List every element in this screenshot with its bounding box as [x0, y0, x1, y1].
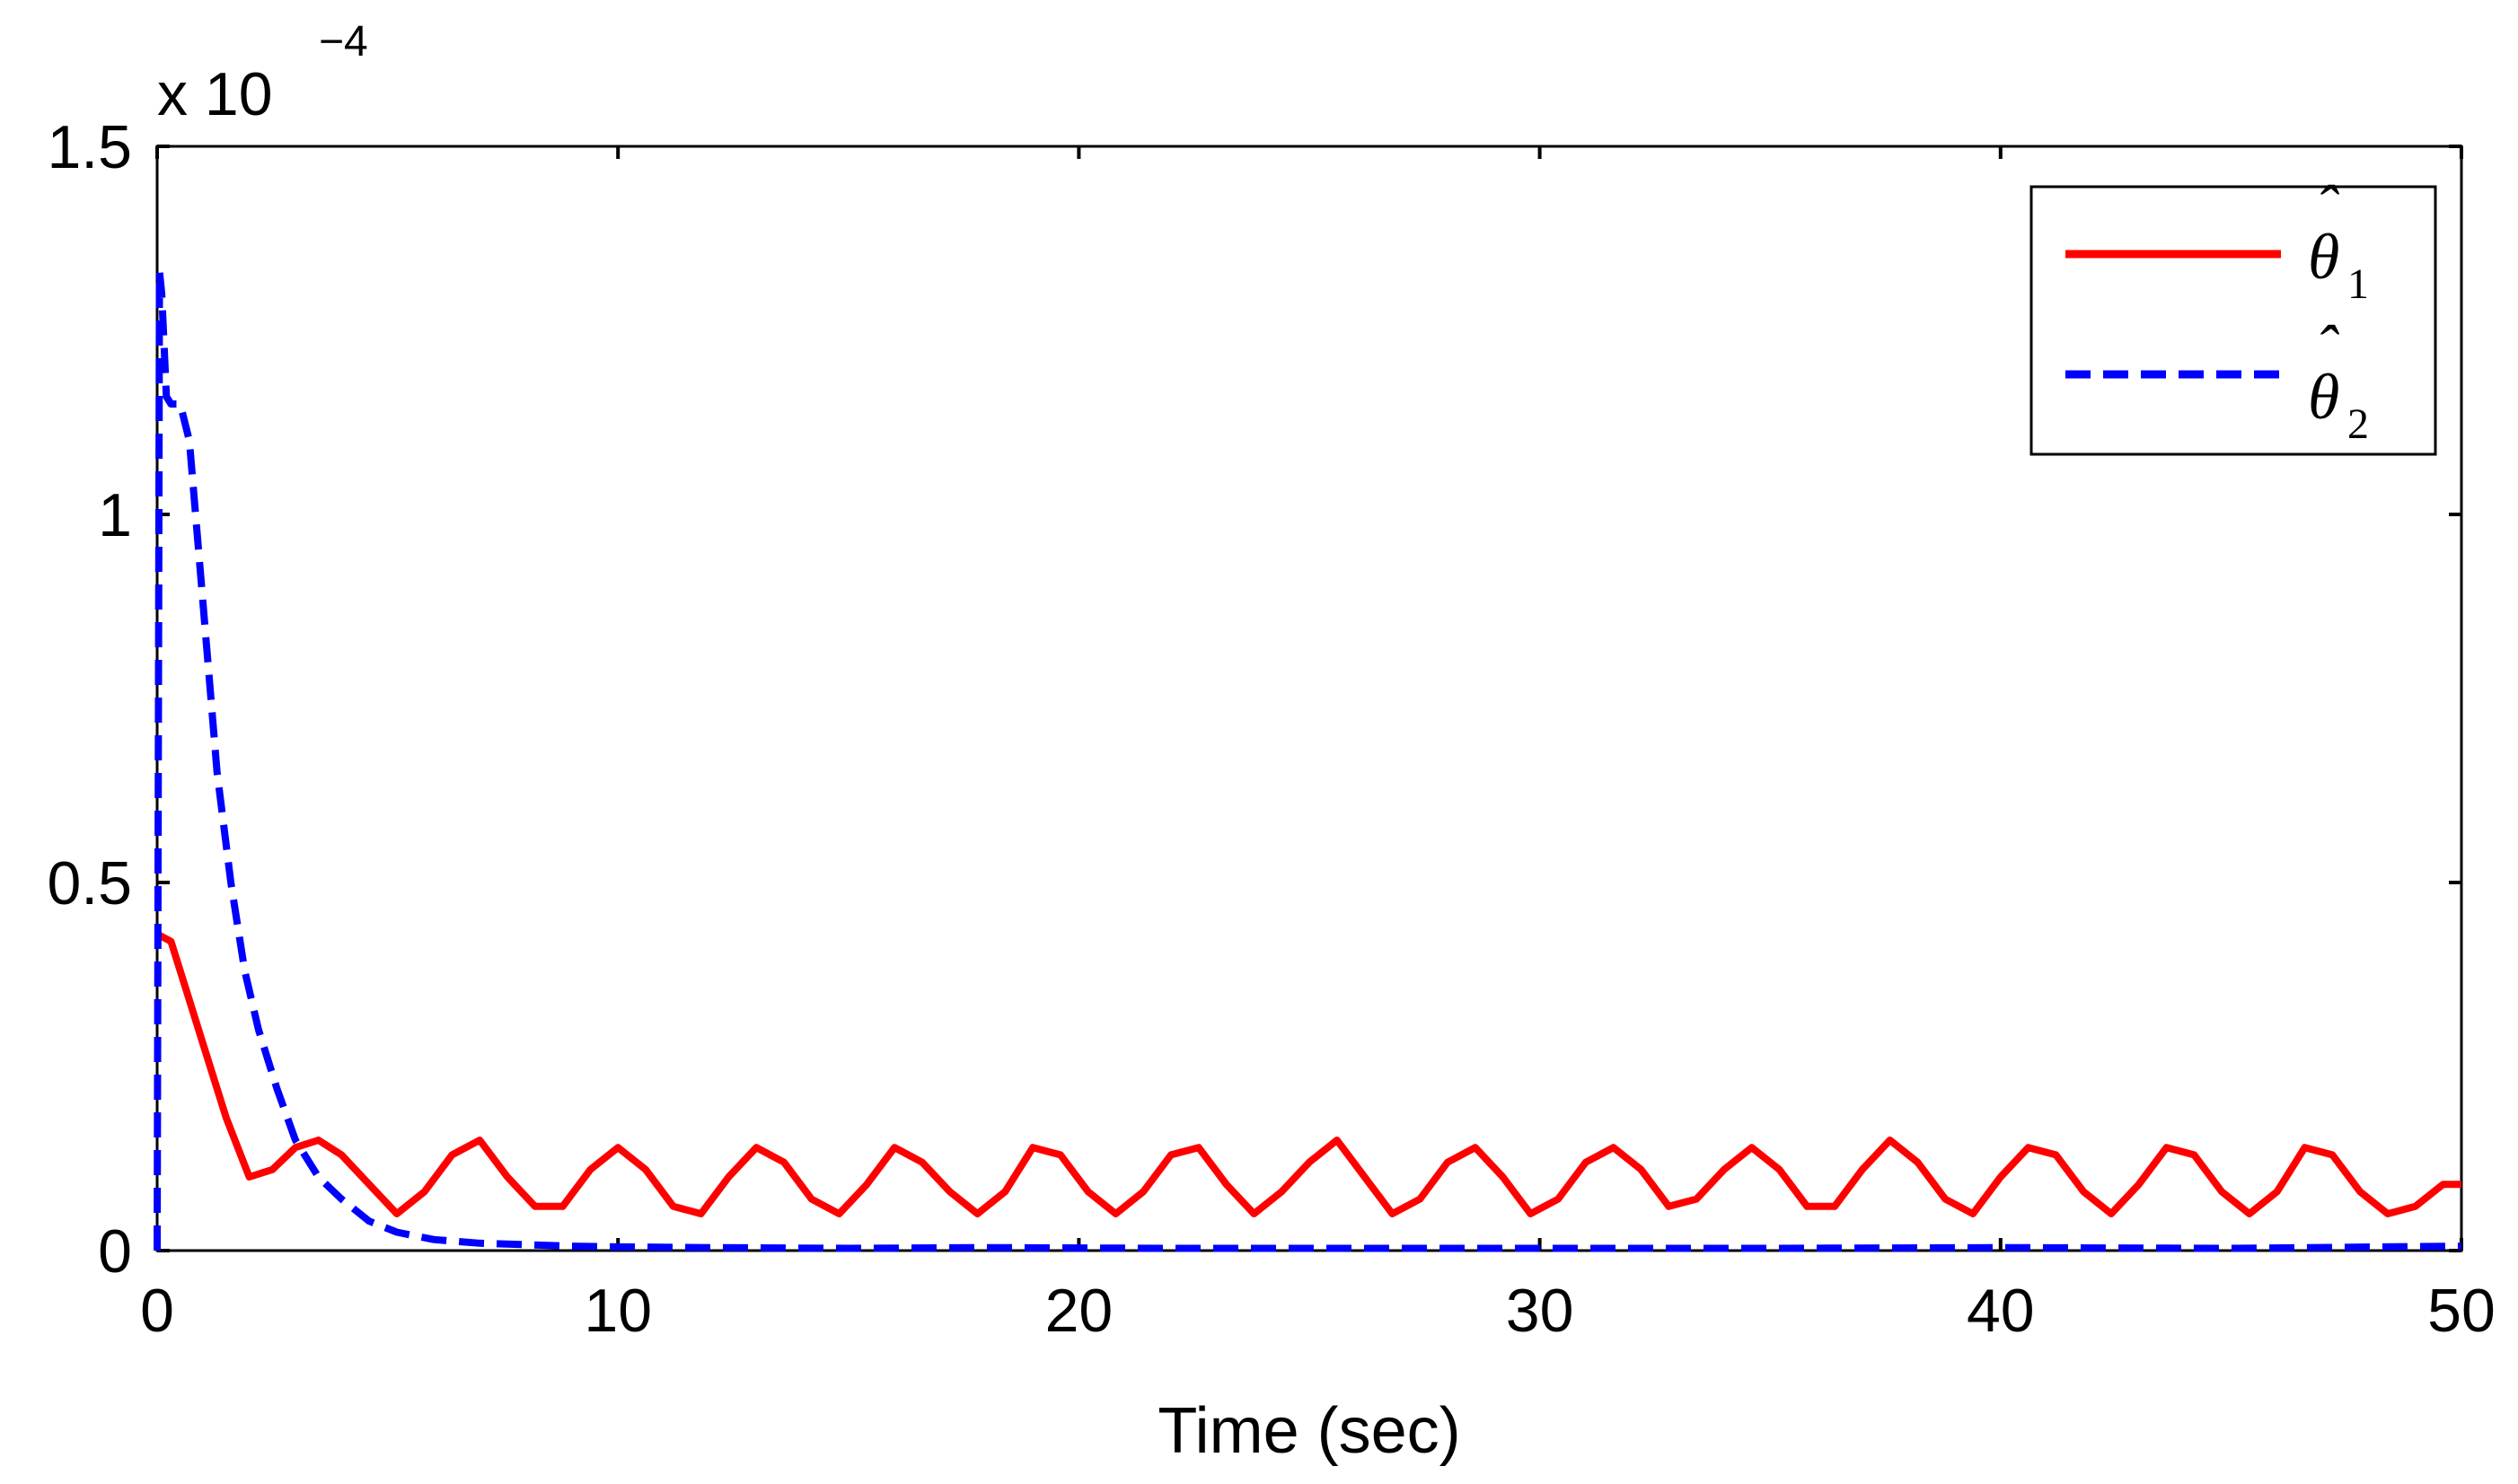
x-tick-label: 10 [584, 1277, 652, 1345]
series-line-2 [154, 268, 2462, 1252]
y-scale-exponent: −4 [319, 18, 368, 66]
legend: θ 1 ˆ θ 2 ˆ [2029, 172, 2437, 456]
x-axis-label: Time (sec) [1158, 1395, 1460, 1467]
y-tick-label: 0 [98, 1217, 132, 1286]
legend-subscript-series-2: 2 [2347, 400, 2369, 448]
ticks-layer: 0 10 20 30 40 50 0 0.5 1 1.5 [47, 113, 2495, 1345]
x-tick-label: 0 [140, 1277, 174, 1345]
x-tick-label: 50 [2427, 1277, 2496, 1345]
series-line-1 [155, 930, 2461, 1217]
y-tick-label: 1.5 [47, 113, 132, 181]
legend-label-series-2: θ [2308, 361, 2339, 433]
legend-hat-series-2: ˆ [2315, 312, 2339, 384]
y-scale-label: x 10 [157, 60, 273, 128]
legend-subscript-series-1: 1 [2347, 260, 2369, 308]
x-tick-label: 20 [1045, 1277, 1114, 1345]
y-tick-label: 1 [98, 481, 132, 549]
x-tick-label: 30 [1506, 1277, 1574, 1345]
y-tick-label: 0.5 [47, 849, 132, 918]
legend-hat-series-1: ˆ [2315, 172, 2339, 244]
x-tick-label: 40 [1967, 1277, 2035, 1345]
series-layer [154, 268, 2462, 1252]
legend-label-series-1: θ [2308, 221, 2339, 293]
legend-box [2029, 185, 2437, 456]
